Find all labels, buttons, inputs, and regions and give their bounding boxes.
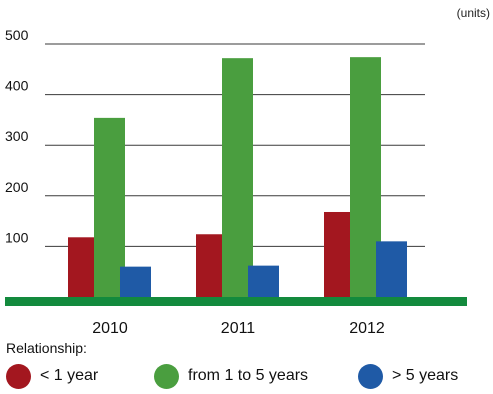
bar-2011-series-0 xyxy=(196,234,227,297)
legend-label: > 5 years xyxy=(392,367,459,384)
y-axis-tick-labels: 100 200 300 400 500 xyxy=(5,27,29,245)
legend-label: < 1 year xyxy=(40,367,99,384)
y-tick-label: 100 xyxy=(5,229,29,245)
x-axis-baseline xyxy=(5,297,467,306)
bar-2010-series-2 xyxy=(120,266,151,297)
legend-swatch-green-icon xyxy=(154,363,179,389)
legend-title: Relationship: xyxy=(6,340,87,356)
bar-2011-series-2 xyxy=(248,265,279,297)
bar-2011-series-1 xyxy=(222,58,253,297)
legend-swatch-blue-icon xyxy=(358,363,383,389)
x-tick-label: 2011 xyxy=(221,320,256,337)
bar-2012-series-1 xyxy=(350,57,381,297)
y-tick-label: 500 xyxy=(5,27,29,43)
bar-2010-series-0 xyxy=(68,237,99,297)
legend-label: from 1 to 5 years xyxy=(188,367,309,384)
unit-label: (units) xyxy=(457,6,490,20)
x-tick-label: 2010 xyxy=(92,320,128,337)
bar-2012-series-0 xyxy=(324,211,355,297)
legend-item-less-than-1-year: < 1 year xyxy=(6,362,98,390)
x-tick-label: 2012 xyxy=(349,320,385,337)
y-tick-label: 300 xyxy=(5,128,29,144)
x-axis-tick-labels: 2010 2011 2012 xyxy=(92,320,385,337)
bar-2012-series-2 xyxy=(376,241,407,297)
y-tick-label: 200 xyxy=(5,179,29,195)
bar-2010-series-1 xyxy=(94,117,125,297)
legend-item-1-to-5-years: from 1 to 5 years xyxy=(154,362,308,390)
y-tick-label: 400 xyxy=(5,78,29,94)
bars xyxy=(68,57,407,297)
legend-swatch-red-icon xyxy=(6,363,31,389)
legend-item-more-than-5-years: > 5 years xyxy=(358,362,458,390)
legend: Relationship: < 1 year from 1 to 5 years… xyxy=(0,338,493,389)
